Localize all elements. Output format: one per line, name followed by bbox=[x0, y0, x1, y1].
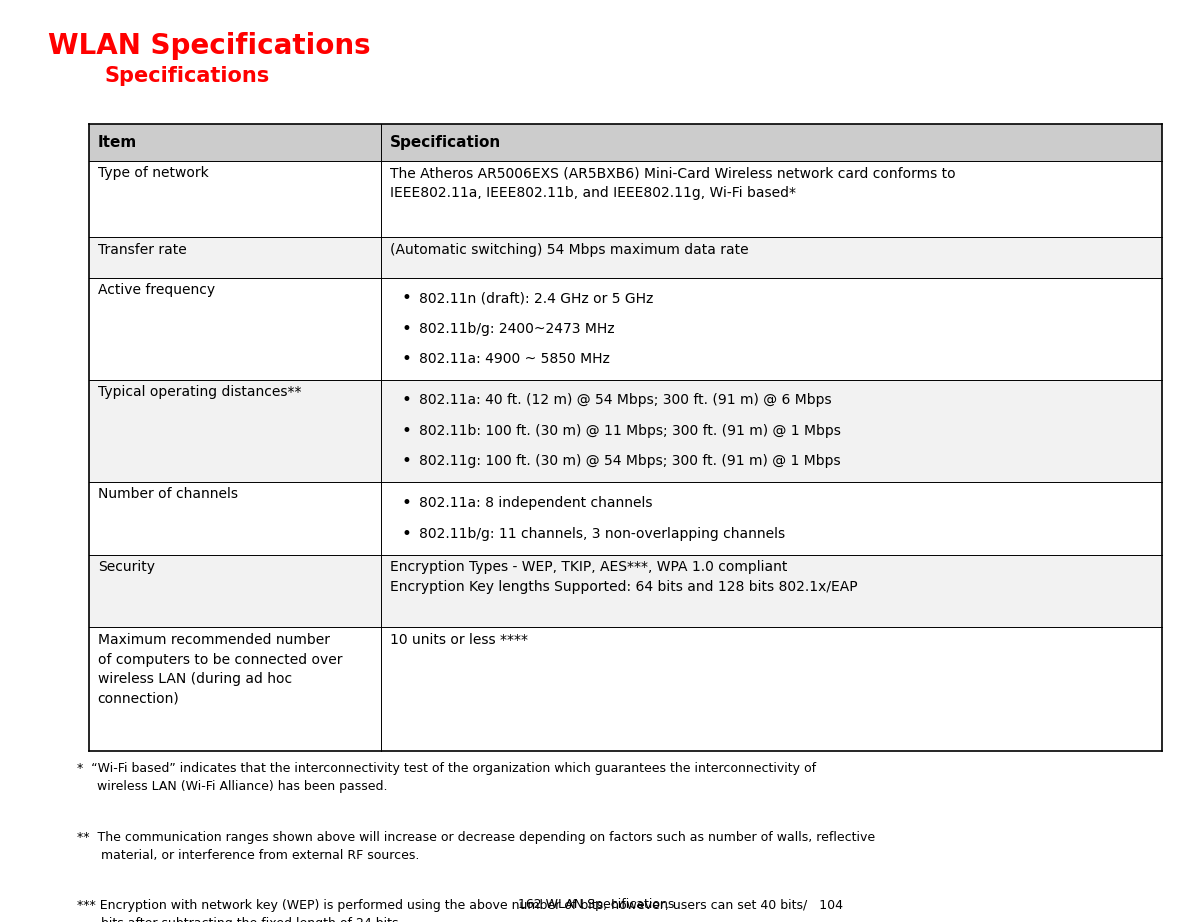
Text: 10 units or less ****: 10 units or less **** bbox=[390, 633, 528, 647]
Text: **  The communication ranges shown above will increase or decrease depending on : ** The communication ranges shown above … bbox=[77, 831, 876, 862]
Bar bbox=[89, 238, 1162, 278]
Text: Security: Security bbox=[98, 561, 155, 574]
Text: 802.11g: 100 ft. (30 m) @ 54 Mbps; 300 ft. (91 m) @ 1 Mbps: 802.11g: 100 ft. (30 m) @ 54 Mbps; 300 f… bbox=[420, 454, 842, 468]
Text: 162 WLAN Specifications: 162 WLAN Specifications bbox=[517, 898, 675, 911]
Text: Item: Item bbox=[98, 136, 137, 150]
Text: Transfer rate: Transfer rate bbox=[98, 243, 186, 257]
Text: 802.11b/g: 2400~2473 MHz: 802.11b/g: 2400~2473 MHz bbox=[420, 322, 615, 336]
Text: Active frequency: Active frequency bbox=[98, 283, 215, 297]
Text: Specifications: Specifications bbox=[105, 66, 271, 87]
Text: 802.11b: 100 ft. (30 m) @ 11 Mbps; 300 ft. (91 m) @ 1 Mbps: 802.11b: 100 ft. (30 m) @ 11 Mbps; 300 f… bbox=[420, 424, 842, 438]
Text: Number of channels: Number of channels bbox=[98, 487, 237, 502]
Text: Maximum recommended number
of computers to be connected over
wireless LAN (durin: Maximum recommended number of computers … bbox=[98, 633, 342, 705]
Text: •: • bbox=[402, 525, 411, 543]
Text: 802.11b/g: 11 channels, 3 non-overlapping channels: 802.11b/g: 11 channels, 3 non-overlappin… bbox=[420, 526, 786, 540]
Text: Encryption Types - WEP, TKIP, AES***, WPA 1.0 compliant
Encryption Key lengths S: Encryption Types - WEP, TKIP, AES***, WP… bbox=[390, 561, 857, 594]
Text: *** Encryption with network key (WEP) is performed using the above number of bit: *** Encryption with network key (WEP) is… bbox=[77, 899, 844, 922]
Text: •: • bbox=[402, 350, 411, 368]
Text: 802.11n (draft): 2.4 GHz or 5 GHz: 802.11n (draft): 2.4 GHz or 5 GHz bbox=[420, 291, 653, 305]
Text: •: • bbox=[402, 320, 411, 337]
Text: *  “Wi-Fi based” indicates that the interconnectivity test of the organization w: * “Wi-Fi based” indicates that the inter… bbox=[77, 762, 817, 794]
Text: 802.11a: 8 independent channels: 802.11a: 8 independent channels bbox=[420, 496, 653, 510]
Text: Specification: Specification bbox=[390, 136, 501, 150]
Text: 802.11a: 40 ft. (12 m) @ 54 Mbps; 300 ft. (91 m) @ 6 Mbps: 802.11a: 40 ft. (12 m) @ 54 Mbps; 300 ft… bbox=[420, 394, 832, 408]
Text: •: • bbox=[402, 391, 411, 409]
Text: •: • bbox=[402, 290, 411, 307]
Text: The Atheros AR5006EXS (AR5BXB6) Mini-Card Wireless network card conforms to
IEEE: The Atheros AR5006EXS (AR5BXB6) Mini-Car… bbox=[390, 167, 955, 200]
Bar bbox=[89, 124, 1162, 161]
Bar bbox=[89, 278, 1162, 380]
Bar bbox=[89, 481, 1162, 555]
Text: •: • bbox=[402, 421, 411, 440]
Text: •: • bbox=[402, 452, 411, 470]
Bar bbox=[89, 628, 1162, 751]
Bar bbox=[89, 380, 1162, 481]
Bar bbox=[89, 555, 1162, 628]
Bar bbox=[89, 161, 1162, 238]
Text: (Automatic switching) 54 Mbps maximum data rate: (Automatic switching) 54 Mbps maximum da… bbox=[390, 243, 749, 257]
Text: Type of network: Type of network bbox=[98, 167, 209, 181]
Text: Typical operating distances**: Typical operating distances** bbox=[98, 385, 302, 399]
Text: •: • bbox=[402, 493, 411, 512]
Text: WLAN Specifications: WLAN Specifications bbox=[48, 32, 371, 60]
Text: 802.11a: 4900 ~ 5850 MHz: 802.11a: 4900 ~ 5850 MHz bbox=[420, 352, 610, 366]
